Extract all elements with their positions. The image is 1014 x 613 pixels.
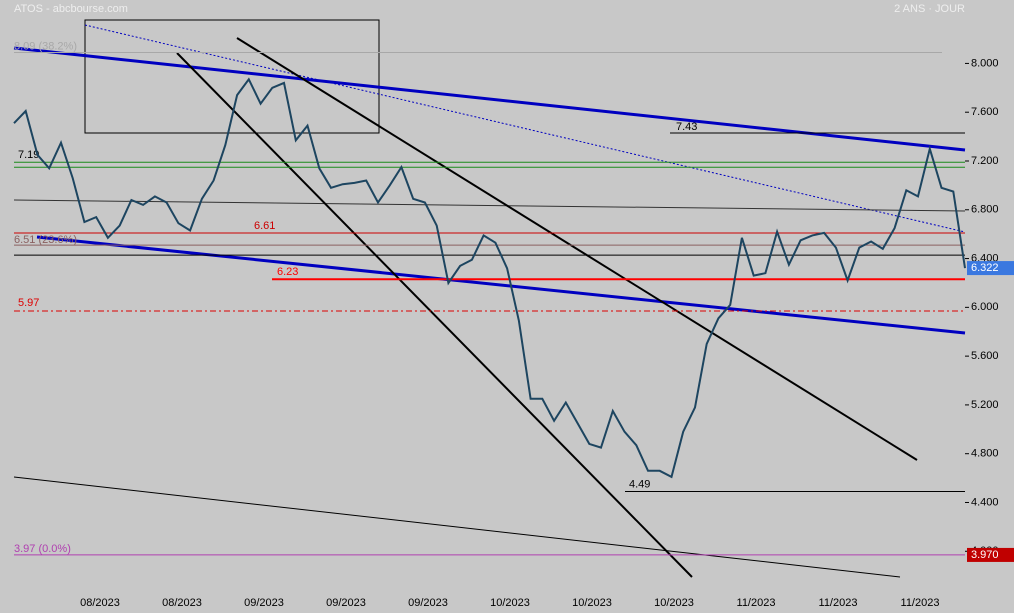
trend-line	[13, 476, 901, 578]
box	[84, 19, 380, 134]
chart-title: ATOS - abcbourse.com	[14, 3, 128, 15]
x-tick-label: 09/2023	[326, 597, 366, 609]
level-label: 7.19	[18, 149, 39, 161]
level-label: 8.09 (38.2%)	[14, 40, 77, 52]
x-tick-label: 10/2023	[490, 597, 530, 609]
y-tick-label: 6.000	[971, 301, 999, 313]
y-tick-label: 7.200	[971, 155, 999, 167]
level-label: 6.23	[277, 266, 298, 278]
y-tick-label: 4.400	[971, 496, 999, 508]
level-label: 4.49	[629, 478, 650, 490]
y-tick-label: 6.800	[971, 204, 999, 216]
y-tick-label: 5.200	[971, 399, 999, 411]
price-line	[13, 77, 966, 479]
level-label: 6.61	[254, 220, 275, 232]
trend-line	[236, 37, 918, 461]
x-tick-label: 08/2023	[80, 597, 120, 609]
level-label: 3.97 (0.0%)	[14, 543, 71, 555]
price-badge-label: 6.322	[971, 262, 999, 274]
x-tick-label: 10/2023	[654, 597, 694, 609]
price-badge-label: 3.970	[971, 549, 999, 561]
trend-line	[84, 24, 966, 233]
chart-subtitle: 2 ANS · JOUR	[894, 3, 965, 15]
level-label: 7.43	[676, 121, 697, 133]
trend-line	[13, 199, 966, 212]
level-label: 6.51 (23.6%)	[14, 234, 77, 246]
x-tick-label: 11/2023	[819, 597, 858, 609]
y-tick-label: 4.800	[971, 448, 999, 460]
y-tick-label: 5.600	[971, 350, 999, 362]
trend-line	[176, 52, 693, 578]
x-tick-label: 10/2023	[572, 597, 612, 609]
x-tick-label: 09/2023	[408, 597, 448, 609]
level-label: 5.97	[18, 297, 39, 309]
x-tick-label: 11/2023	[901, 597, 940, 609]
y-tick-label: 7.600	[971, 106, 999, 118]
x-tick-label: 08/2023	[162, 597, 202, 609]
y-tick-label: 8.000	[971, 57, 999, 69]
price-badge	[967, 261, 1014, 276]
trend-line	[36, 235, 966, 335]
price-badge	[967, 547, 1014, 562]
x-tick-label: 11/2023	[737, 597, 776, 609]
x-tick-label: 09/2023	[244, 597, 284, 609]
